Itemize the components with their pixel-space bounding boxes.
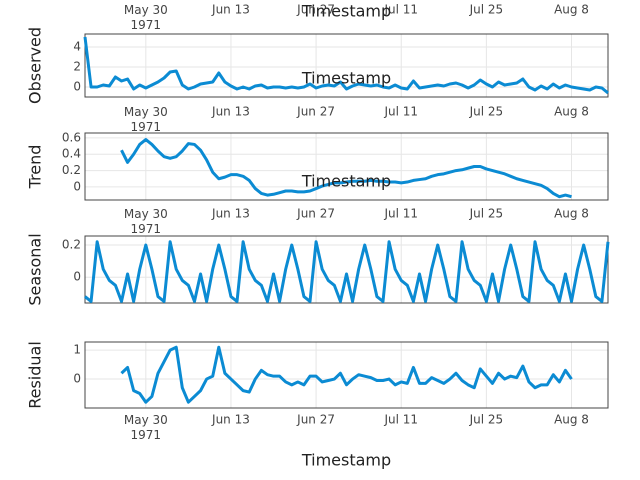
x-tick-label: May 30 1971 bbox=[124, 413, 168, 442]
y-tick-label: 4 bbox=[73, 40, 81, 54]
x-tick-label: Jul 25 bbox=[469, 413, 504, 427]
x-tick-label: Jun 13 bbox=[211, 413, 250, 427]
y-tick-label: 0 bbox=[73, 80, 81, 94]
y-axis-label: Seasonal bbox=[26, 233, 45, 305]
x-axis-label: Timestamp bbox=[301, 2, 391, 21]
x-tick-label: Jul 11 bbox=[383, 105, 418, 119]
x-tick-label: Jun 13 bbox=[211, 207, 250, 221]
series-line bbox=[84, 240, 610, 303]
y-axis-label: Residual bbox=[26, 341, 45, 409]
x-tick-label: Jul 11 bbox=[383, 207, 418, 221]
x-tick-label: Jun 27 bbox=[296, 3, 335, 17]
series-line bbox=[83, 36, 609, 95]
plot-frame bbox=[84, 235, 609, 304]
x-tick-label: Aug 8 bbox=[554, 105, 589, 119]
x-tick-label: Jul 25 bbox=[469, 3, 504, 17]
y-tick-label: 1 bbox=[73, 343, 81, 357]
y-axis-label: Observed bbox=[26, 27, 45, 104]
x-tick-label: Jun 27 bbox=[296, 207, 335, 221]
plot-frame bbox=[84, 33, 609, 98]
x-tick-label: Jul 11 bbox=[383, 3, 418, 17]
y-tick-label: 0.2 bbox=[62, 163, 81, 177]
y-tick-label: 0 bbox=[73, 270, 81, 284]
series-line bbox=[120, 138, 572, 199]
x-axis-label: Timestamp bbox=[301, 69, 391, 88]
y-tick-label: 0.2 bbox=[62, 238, 81, 252]
x-tick-label: May 30 1971 bbox=[124, 105, 168, 134]
y-tick-label: 0 bbox=[73, 179, 81, 193]
series-line bbox=[120, 345, 573, 404]
y-axis-label: Trend bbox=[26, 145, 45, 190]
x-tick-label: Jun 13 bbox=[211, 105, 250, 119]
x-tick-label: Jun 27 bbox=[296, 413, 335, 427]
y-tick-label: 0.6 bbox=[62, 130, 81, 144]
x-tick-label: Aug 8 bbox=[554, 413, 589, 427]
x-tick-label: Aug 8 bbox=[554, 207, 589, 221]
x-tick-label: May 30 1971 bbox=[124, 3, 168, 32]
x-tick-label: Jul 25 bbox=[469, 105, 504, 119]
x-tick-label: Jun 13 bbox=[211, 3, 250, 17]
x-tick-label: Jul 11 bbox=[383, 413, 418, 427]
y-tick-label: 2 bbox=[73, 60, 81, 74]
y-tick-label: 0 bbox=[73, 372, 81, 386]
x-tick-label: Jul 25 bbox=[469, 207, 504, 221]
x-tick-label: Jun 27 bbox=[296, 105, 335, 119]
plot-frame bbox=[84, 132, 609, 201]
x-axis-label: Timestamp bbox=[301, 451, 391, 470]
x-axis-label: Timestamp bbox=[301, 172, 391, 191]
x-tick-label: Aug 8 bbox=[554, 3, 589, 17]
y-tick-label: 0.4 bbox=[62, 147, 81, 161]
plot-frame bbox=[84, 341, 609, 409]
x-tick-label: May 30 1971 bbox=[124, 207, 168, 236]
